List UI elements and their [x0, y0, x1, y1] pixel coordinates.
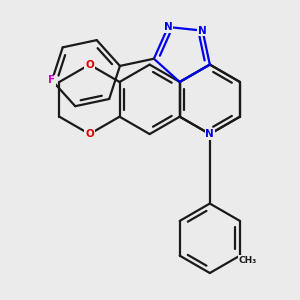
Text: CH₃: CH₃: [239, 256, 257, 265]
Text: O: O: [85, 60, 94, 70]
Text: O: O: [85, 129, 94, 139]
Text: N: N: [198, 26, 207, 36]
Text: N: N: [164, 22, 172, 32]
Text: N: N: [206, 129, 214, 139]
Text: F: F: [48, 75, 56, 85]
